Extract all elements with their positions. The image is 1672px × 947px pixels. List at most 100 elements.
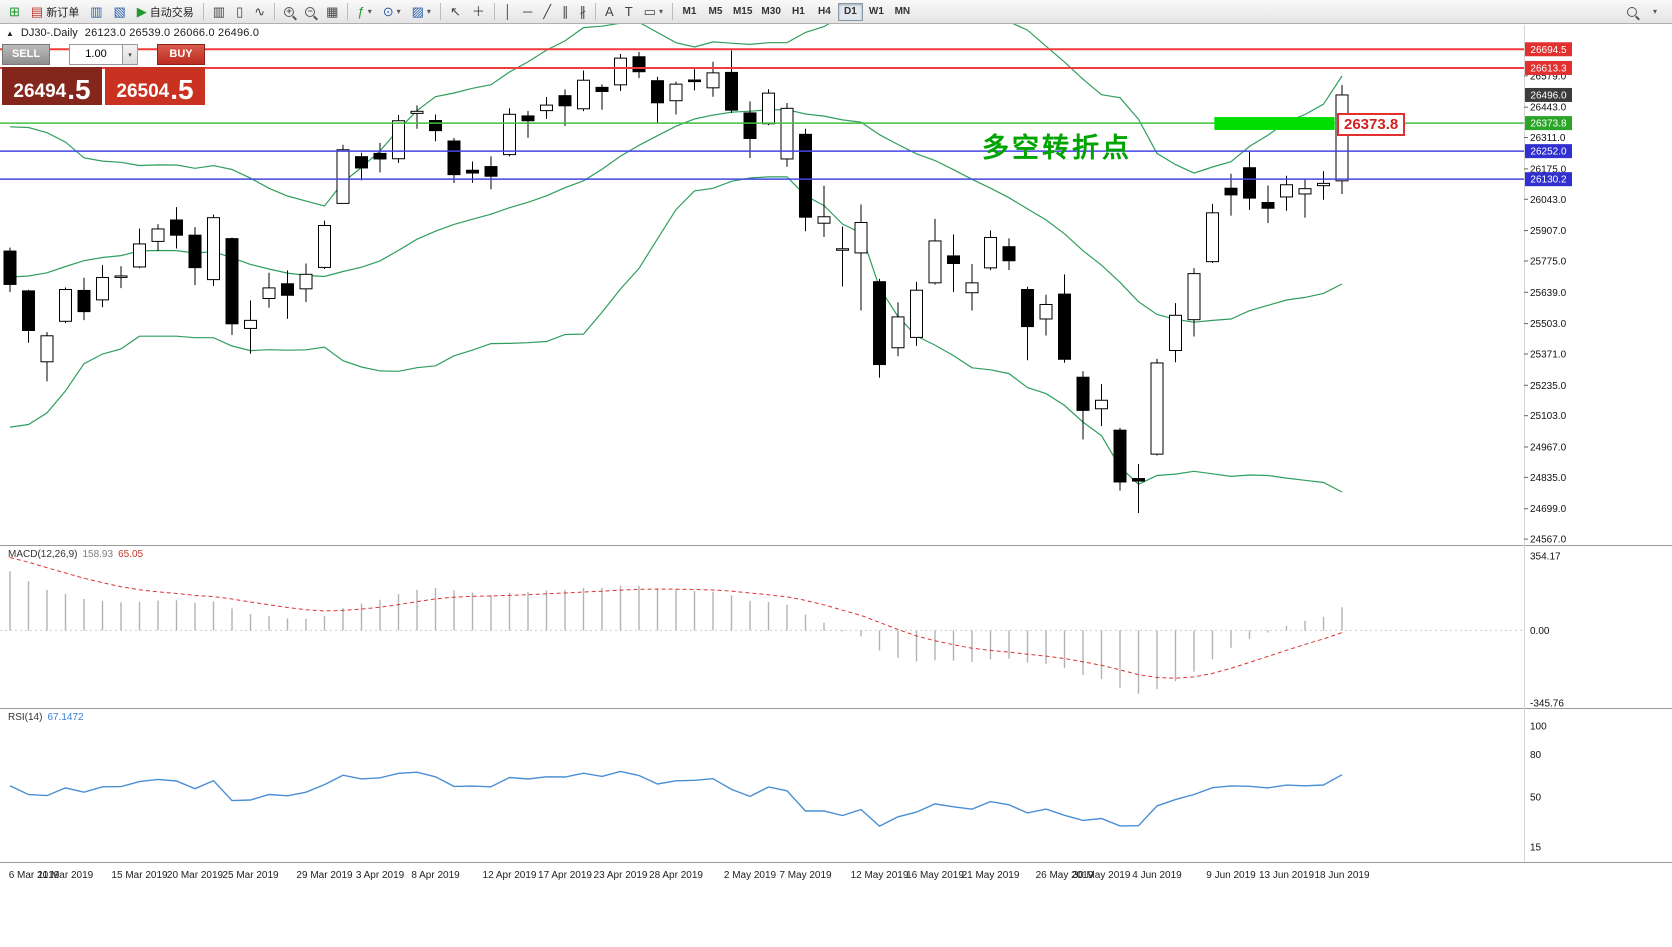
chart-window-button[interactable]: ▥ — [85, 2, 107, 22]
fibonacci-icon: ∦ — [579, 4, 587, 19]
svg-text:29 Mar 2019: 29 Mar 2019 — [296, 870, 353, 881]
periods-button[interactable]: ⊙ ▾ — [378, 2, 406, 22]
svg-text:15 Mar 2019: 15 Mar 2019 — [111, 870, 168, 881]
text-button[interactable]: A — [600, 2, 619, 22]
zoom-in-icon: + — [284, 5, 295, 17]
horizontal-line-icon: ─ — [522, 4, 533, 19]
sell-price-main: 26494 — [13, 81, 67, 103]
auto-trading-button[interactable]: ▶ 自动交易 — [132, 2, 199, 22]
rsi-value: 67.1472 — [47, 712, 84, 723]
templates-button[interactable]: ▨ ▾ — [407, 2, 436, 22]
svg-text:24835.0: 24835.0 — [1530, 473, 1567, 484]
auto-trading-icon: ▶ — [136, 4, 147, 19]
zoom-in-sign: + — [286, 5, 292, 16]
new-order-button[interactable]: ▤ 新订单 — [26, 2, 84, 22]
timeframe-m5[interactable]: M5 — [703, 3, 728, 21]
new-order-icon: ▤ — [30, 4, 44, 19]
chevron-down-icon: ▾ — [396, 7, 401, 16]
zoom-out-button[interactable]: − — [300, 2, 320, 22]
bar-chart-button[interactable]: ▥ — [208, 2, 230, 22]
svg-text:26252.0: 26252.0 — [1530, 147, 1567, 158]
highlight-rectangle[interactable] — [1214, 117, 1335, 130]
zoom-out-sign: − — [307, 5, 313, 16]
svg-text:24699.0: 24699.0 — [1530, 504, 1567, 515]
svg-text:26496.0: 26496.0 — [1530, 90, 1567, 101]
search-icon — [1626, 6, 1637, 17]
timeframe-d1[interactable]: D1 — [837, 2, 863, 21]
svg-text:21 May 2019: 21 May 2019 — [962, 870, 1020, 881]
svg-text:11 Mar 2019: 11 Mar 2019 — [38, 870, 94, 881]
crosshair-button[interactable]: ＋ — [467, 2, 490, 22]
candles — [3, 50, 1349, 514]
timeframe-m1[interactable]: M1 — [677, 3, 702, 21]
channel-button[interactable]: ∥ — [557, 2, 574, 22]
svg-text:18 Jun 2019: 18 Jun 2019 — [1314, 870, 1369, 881]
toolbar-separator — [439, 3, 441, 20]
profiles-button[interactable]: ▧ — [109, 2, 131, 22]
search-button[interactable] — [1622, 2, 1642, 22]
macd-name: MACD(12,26,9) — [8, 549, 78, 560]
volume-input[interactable]: 1.00 — [69, 44, 123, 65]
cursor-icon: ↖ — [449, 4, 461, 19]
cursor-button[interactable]: ↖ — [445, 2, 466, 22]
buy-button[interactable]: BUY — [157, 44, 205, 65]
turning-point-annotation[interactable]: 多空转折点 — [982, 133, 1132, 163]
timeframe-m15[interactable]: M15 — [729, 3, 756, 21]
new-chart-button[interactable]: ⊞ — [4, 2, 25, 22]
svg-text:354.17: 354.17 — [1530, 552, 1561, 563]
grid-button[interactable]: ▦ — [321, 2, 343, 22]
svg-text:-345.76: -345.76 — [1530, 699, 1564, 710]
clock-icon: ⊙ — [382, 4, 394, 19]
svg-text:12 May 2019: 12 May 2019 — [851, 870, 909, 881]
vertical-line-button[interactable]: │ — [499, 2, 517, 22]
svg-text:16 May 2019: 16 May 2019 — [906, 870, 964, 881]
zoom-out-icon: − — [305, 5, 316, 17]
volume-control: 1.00 ▾ — [69, 44, 138, 65]
timeframe-m30[interactable]: M30 — [757, 3, 784, 21]
timeframe-h1[interactable]: H1 — [786, 3, 811, 21]
shapes-button[interactable]: ▭ ▾ — [639, 2, 668, 22]
horizontal-line-button[interactable]: ─ — [518, 2, 537, 22]
horizontal-level-lines[interactable] — [0, 48, 1524, 180]
svg-text:26373.8: 26373.8 — [1530, 119, 1567, 130]
svg-text:12 Apr 2019: 12 Apr 2019 — [483, 870, 537, 881]
timeframe-w1[interactable]: W1 — [864, 3, 889, 21]
sell-price-display[interactable]: 26494.5 — [2, 67, 102, 105]
chevron-down-icon: ▾ — [367, 7, 372, 16]
volume-dropdown-button[interactable]: ▾ — [123, 44, 138, 65]
fibonacci-button[interactable]: ∦ — [575, 2, 592, 22]
bar-chart-icon: ▥ — [212, 4, 226, 19]
sell-button[interactable]: SELL — [2, 44, 50, 65]
text-icon: A — [605, 4, 614, 19]
line-chart-button[interactable]: ∿ — [249, 2, 270, 22]
line-chart-icon: ∿ — [254, 4, 266, 19]
rsi-name: RSI(14) — [8, 712, 43, 723]
toolbar-separator — [671, 3, 673, 20]
svg-text:50: 50 — [1530, 793, 1542, 804]
price-level-callout[interactable]: 26373.8 — [1337, 113, 1406, 136]
indicators-button[interactable]: ƒ ▾ — [352, 2, 376, 22]
toolbar-overflow-button[interactable]: ▾ — [1648, 2, 1662, 22]
svg-text:6 Mar 2019: 6 Mar 2019 — [9, 870, 60, 881]
svg-text:4 Jun 2019: 4 Jun 2019 — [1132, 870, 1182, 881]
zoom-in-button[interactable]: + — [279, 2, 299, 22]
price-scale: 26579.0 26443.0 26311.0 26175.0 26043.0 25907… — [1524, 42, 1572, 546]
buy-price-main: 26504 — [116, 81, 170, 103]
new-chart-icon: ⊞ — [9, 4, 20, 19]
templates-icon: ▨ — [411, 4, 424, 19]
channel-icon: ∥ — [562, 4, 569, 19]
main-toolbar: ⊞ ▤ 新订单 ▥ ▧ ▶ 自动交易 ▥ ▯ ∿ + − ▦ ƒ ▾ ⊙ ▾ ▨ ▾ ↖ … — [0, 0, 1672, 24]
buy-price-display[interactable]: 26504.5 — [105, 67, 205, 105]
timeframe-mn[interactable]: MN — [890, 3, 915, 21]
text-label-button[interactable]: T — [620, 2, 638, 22]
svg-text:13 Jun 2019: 13 Jun 2019 — [1259, 870, 1314, 881]
trendline-button[interactable]: ╱ — [538, 2, 556, 22]
candlestick-chart-button[interactable]: ▯ — [231, 2, 248, 22]
one-click-panel-toggle-icon[interactable]: ▲ — [6, 28, 14, 38]
timeframe-h4[interactable]: H4 — [812, 3, 837, 21]
chevron-down-icon: ▾ — [658, 7, 663, 16]
svg-text:25235.0: 25235.0 — [1530, 381, 1567, 392]
auto-trading-label: 自动交易 — [149, 6, 194, 19]
